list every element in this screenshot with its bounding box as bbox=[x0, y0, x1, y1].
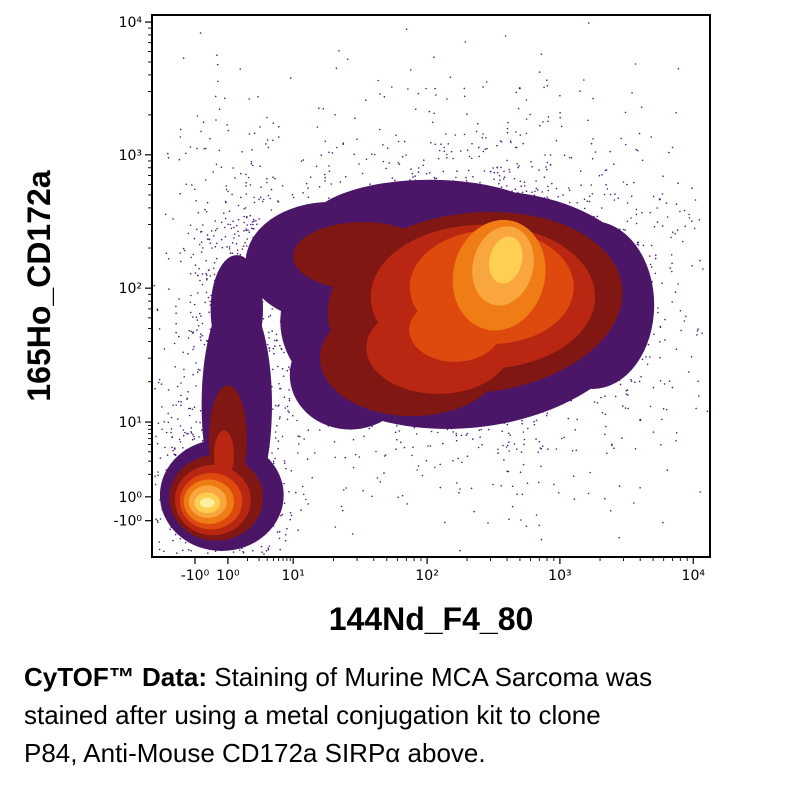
svg-text:10⁴: 10⁴ bbox=[119, 15, 143, 31]
cytof-density-plot: -10⁰ 10⁰ 10¹ 10² 10³ 10⁴ 10⁴10³10²10¹10⁰-10⁰ … bbox=[21, 14, 711, 637]
x-axis-label: 144Nd_F4_80 bbox=[329, 601, 534, 637]
svg-text:10⁰: 10⁰ bbox=[119, 490, 143, 506]
caption-line-3: P84, Anti-Mouse CD172a SIRPα above. bbox=[24, 738, 486, 768]
svg-text:10³: 10³ bbox=[548, 568, 571, 584]
x-axis-ticks: -10⁰ 10⁰ 10¹ 10² 10³ 10⁴ bbox=[181, 557, 706, 584]
plot-border bbox=[151, 14, 711, 558]
svg-text:10³: 10³ bbox=[119, 148, 142, 164]
chart-area: -10⁰ 10⁰ 10¹ 10² 10³ 10⁴ 10⁴ 10³ 10² 10¹ 10⁰ -10⁰ … bbox=[21, 14, 711, 637]
svg-text:10¹: 10¹ bbox=[119, 415, 142, 431]
svg-text:10⁴: 10⁴ bbox=[682, 568, 706, 584]
caption-line-1: CyTOF™ Data: Staining of Murine MCA Sarc… bbox=[24, 658, 776, 696]
caption-line-2: stained after using a metal conjugation … bbox=[24, 700, 601, 730]
svg-text:10¹: 10¹ bbox=[281, 568, 304, 584]
caption: CyTOF™ Data: Staining of Murine MCA Sarc… bbox=[0, 650, 800, 772]
contour-layer bbox=[159, 179, 655, 551]
caption-bold: CyTOF™ Data: bbox=[24, 662, 207, 692]
svg-text:10²: 10² bbox=[119, 281, 142, 297]
y-axis-label: 165Ho_CD172a bbox=[21, 170, 57, 401]
svg-text:-10⁰: -10⁰ bbox=[114, 514, 143, 530]
caption-line1-rest: Staining of Murine MCA Sarcoma was bbox=[207, 662, 653, 692]
svg-text:-10⁰: -10⁰ bbox=[181, 568, 210, 584]
svg-text:10²: 10² bbox=[415, 568, 438, 584]
y-axis-ticks: 10⁴ 10³ 10² 10¹ 10⁰ -10⁰ bbox=[114, 15, 152, 530]
outlier-layer bbox=[518, 87, 661, 421]
svg-text:10⁰: 10⁰ bbox=[216, 568, 240, 584]
